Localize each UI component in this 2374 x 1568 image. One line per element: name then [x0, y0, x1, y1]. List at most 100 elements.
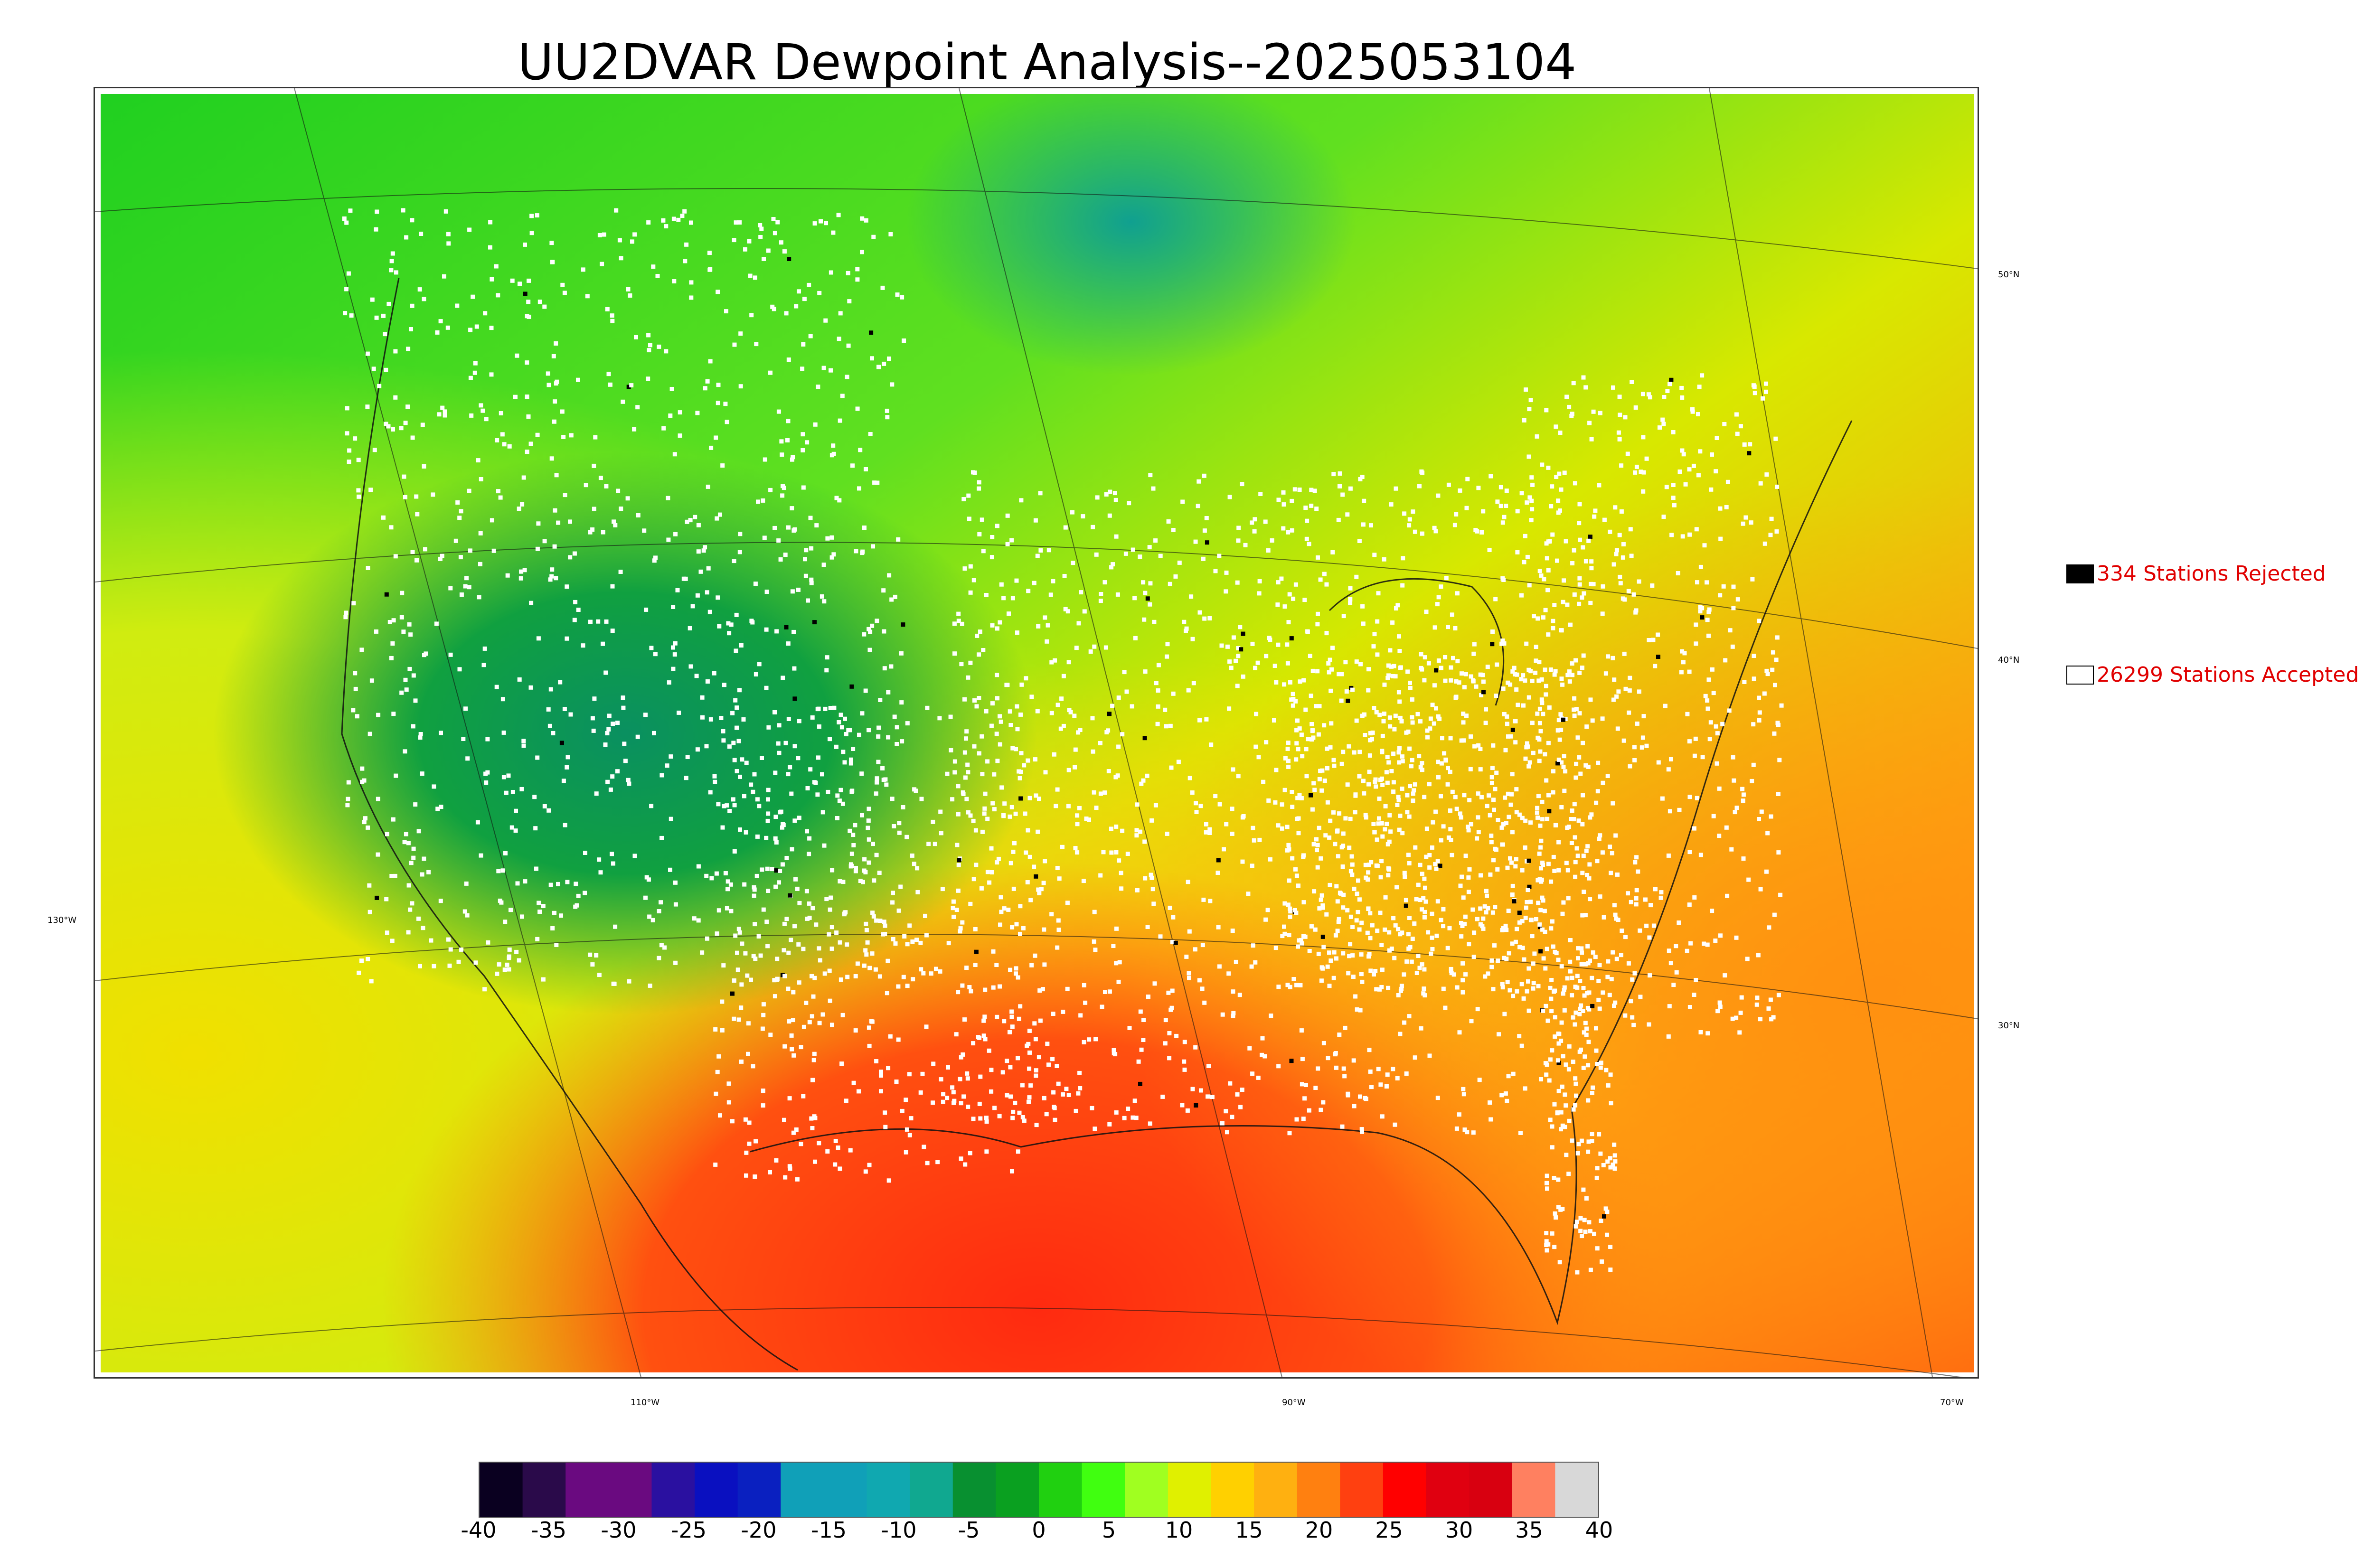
station-dot [1348, 869, 1353, 873]
station-dot [867, 837, 871, 842]
station-dot [497, 962, 501, 967]
station-dot [1383, 827, 1387, 832]
station-dot [1114, 534, 1119, 539]
station-dot [1268, 638, 1272, 642]
station-dot [1696, 473, 1701, 478]
station-dot [1298, 679, 1302, 684]
station-dot [808, 767, 813, 772]
station-dot [1153, 803, 1158, 807]
station-dot [535, 755, 540, 760]
station-dot [1571, 1107, 1576, 1112]
station-dot [1537, 851, 1542, 856]
station-dot [1039, 887, 1044, 892]
station-dot [1216, 925, 1221, 930]
station-dot [775, 220, 780, 225]
station-dot [1588, 1268, 1593, 1272]
station-dot [839, 725, 844, 730]
station-dot [1526, 454, 1531, 459]
station-dot [411, 855, 416, 860]
station-dot [1005, 513, 1010, 518]
station-dot [1609, 871, 1613, 875]
station-dot [870, 356, 874, 361]
station-dot [870, 623, 875, 628]
station-dot [1369, 523, 1373, 528]
station-dot [1561, 1054, 1565, 1059]
station-dot [1530, 507, 1535, 512]
station-dot [1325, 964, 1330, 969]
station-dot [1034, 793, 1038, 798]
station-dot [1397, 634, 1401, 639]
station-dot [610, 774, 615, 779]
colorbar-tick-label: 20 [1305, 1517, 1333, 1543]
station-dot [1383, 895, 1388, 900]
station-dot [1360, 475, 1365, 479]
station-dot [1669, 533, 1674, 537]
station-dot [855, 277, 860, 282]
station-dot [1034, 874, 1038, 879]
station-dot [721, 963, 726, 968]
colorbar-gradient [480, 1463, 1598, 1517]
station-dot [1455, 591, 1460, 596]
station-dot [864, 952, 869, 957]
station-dot [1711, 691, 1716, 695]
station-dot [1001, 813, 1006, 817]
station-dot [1524, 641, 1529, 646]
station-dot [1776, 993, 1781, 997]
station-dot [773, 836, 778, 841]
station-dot [1023, 811, 1027, 816]
station-dot [1611, 385, 1615, 390]
station-dot [550, 567, 555, 572]
station-dot [931, 1061, 936, 1066]
station-dot [1470, 907, 1475, 912]
station-dot [1561, 991, 1565, 996]
station-dot [1543, 608, 1548, 612]
station-dot [503, 920, 508, 924]
station-dot [1508, 802, 1513, 807]
station-dot [1022, 763, 1027, 768]
station-dot [634, 335, 638, 339]
station-dot [787, 1019, 791, 1024]
station-dot [1036, 624, 1041, 629]
station-dot [621, 695, 625, 700]
station-dot [1499, 825, 1504, 830]
station-dot [1328, 657, 1332, 662]
station-dot [614, 208, 619, 213]
station-dot [894, 1080, 899, 1084]
station-dot [790, 847, 794, 852]
station-dot [1357, 774, 1362, 779]
station-dot [1321, 905, 1325, 910]
station-dot [757, 662, 762, 667]
station-dot [1357, 539, 1362, 543]
station-dot [1370, 923, 1375, 928]
station-dot [1584, 1196, 1589, 1201]
station-dot [968, 660, 973, 665]
station-dot [1341, 614, 1346, 619]
station-dot [1407, 861, 1412, 865]
station-dot [1523, 534, 1527, 538]
station-dot [1591, 1085, 1595, 1090]
station-dot [468, 376, 473, 380]
station-dot [901, 805, 905, 809]
station-dot [962, 566, 967, 571]
station-dot [1367, 770, 1372, 774]
colorbar-segment [651, 1463, 696, 1517]
station-dot [484, 780, 489, 785]
station-dot [704, 744, 709, 749]
station-dot [1541, 898, 1545, 903]
station-dot [1661, 422, 1666, 426]
station-dot [632, 427, 637, 432]
station-dot [753, 957, 758, 961]
station-dot [561, 435, 566, 439]
station-dot [696, 918, 701, 923]
station-dot [1422, 678, 1427, 683]
station-dot [709, 445, 714, 450]
station-dot [1102, 580, 1107, 585]
station-dot [1374, 863, 1379, 868]
station-dot [1532, 951, 1537, 956]
station-dot [1410, 720, 1415, 725]
station-dot [602, 232, 606, 237]
station-dot [1362, 498, 1366, 503]
station-dot [835, 793, 840, 798]
station-dot [960, 920, 965, 925]
station-dot [1578, 1216, 1583, 1221]
